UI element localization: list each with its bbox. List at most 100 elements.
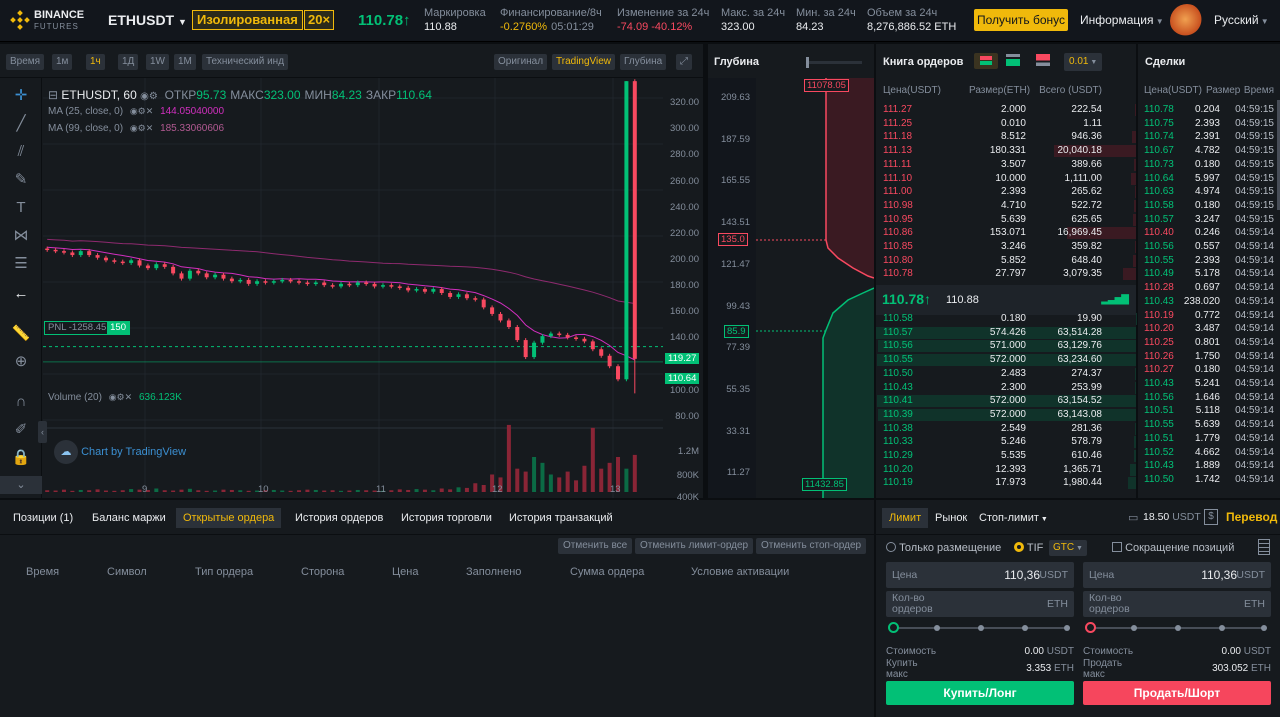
depth-zoom-slider[interactable] — [806, 57, 862, 68]
bid-row[interactable]: 110.33 5.246 578.79 — [876, 435, 1136, 449]
zoom-in-icon[interactable]: ⊕ — [14, 353, 28, 370]
tab-market[interactable]: Рынок — [935, 512, 968, 524]
ask-row[interactable]: 111.00 2.393 265.62 — [876, 185, 1136, 199]
slider-step[interactable] — [1175, 625, 1181, 631]
reduce-only-option[interactable]: Сокращение позиций — [1112, 542, 1234, 554]
cancel-order-button[interactable]: Отменить лимит-ордер — [635, 538, 754, 554]
tab-positions[interactable]: История торговли — [401, 512, 492, 524]
tif-option[interactable]: TIF — [1014, 542, 1043, 554]
ask-row[interactable]: 111.25 0.010 1.11 — [876, 117, 1136, 131]
buy-price-field[interactable]: Цена 110,36 USDT — [886, 562, 1074, 588]
ask-row[interactable]: 111.13 180.331 20,040.18 — [876, 144, 1136, 158]
bid-row[interactable]: 110.50 2.483 274.37 — [876, 367, 1136, 381]
tab-positions[interactable]: История ордеров — [295, 512, 384, 524]
cancel-order-button[interactable]: Отменить стоп-ордер — [756, 538, 867, 554]
fib-icon[interactable]: ☰ — [14, 255, 28, 272]
lock-icon[interactable]: 🔒 — [11, 449, 31, 466]
bid-row[interactable]: 110.38 2.549 281.36 — [876, 422, 1136, 436]
interval-button[interactable]: 1м — [52, 54, 73, 70]
sell-percent-slider[interactable] — [1085, 622, 1267, 633]
tab-limit[interactable]: Лимит — [882, 508, 929, 528]
ask-row[interactable]: 110.98 4.710 522.72 — [876, 199, 1136, 213]
slider-handle[interactable] — [1085, 622, 1096, 633]
trades-scrollbar[interactable] — [1277, 100, 1280, 210]
book-view-bids-icon[interactable] — [1006, 54, 1022, 68]
slider-step[interactable] — [1219, 625, 1225, 631]
lock-drawing-icon[interactable]: ✐ — [14, 421, 28, 438]
interval-button[interactable]: 1M — [174, 54, 196, 70]
ask-row[interactable]: 110.95 5.639 625.65 — [876, 213, 1136, 227]
slider-step[interactable] — [934, 625, 940, 631]
crosshair-icon[interactable]: ✛ — [14, 87, 28, 104]
bid-row[interactable]: 110.55 572.000 63,234.60 — [876, 353, 1136, 367]
fullscreen-icon[interactable]: ⤢ — [676, 54, 692, 70]
binance-logo-icon[interactable] — [10, 10, 30, 30]
leverage-button[interactable]: 20× — [304, 10, 335, 30]
interval-button[interactable]: Время — [6, 54, 45, 70]
ask-row[interactable]: 111.18 8.512 946.36 — [876, 130, 1136, 144]
collapse-legend-icon[interactable]: ⊟ — [48, 88, 59, 102]
avatar[interactable] — [1170, 4, 1204, 38]
slider-step[interactable] — [1131, 625, 1137, 631]
bid-row[interactable]: 110.29 5.535 610.46 — [876, 449, 1136, 463]
legend-action-icons[interactable]: ◉⚙ — [140, 91, 161, 102]
back-arrow-icon[interactable]: ← — [13, 285, 29, 302]
slider-step[interactable] — [1064, 625, 1070, 631]
ask-row[interactable]: 111.27 2.000 222.54 — [876, 103, 1136, 117]
book-view-asks-icon[interactable] — [1036, 54, 1052, 68]
margin-mode-button[interactable]: Изолированная — [192, 10, 303, 30]
pitchfork-icon[interactable]: ⫽ — [17, 143, 25, 160]
bid-row[interactable]: 110.57 574.426 63,514.28 — [876, 326, 1136, 340]
slider-step[interactable] — [1261, 625, 1267, 631]
ask-row[interactable]: 110.85 3.246 359.82 — [876, 240, 1136, 254]
slider-handle[interactable] — [888, 622, 899, 633]
buy-long-button[interactable]: Купить/Лонг — [886, 681, 1074, 705]
brush-icon[interactable]: ✎ — [14, 171, 28, 188]
transfer-button[interactable]: Перевод — [1226, 510, 1278, 524]
pnl-tag[interactable]: PNL -1258.45 150 — [44, 321, 130, 335]
ask-row[interactable]: 111.10 10.000 1,111.00 — [876, 172, 1136, 186]
slider-step[interactable] — [978, 625, 984, 631]
text-tool-icon[interactable]: T — [16, 199, 26, 216]
interval-button[interactable]: Технический инд — [202, 54, 289, 70]
ask-row[interactable]: 110.78 27.797 3,079.35 — [876, 267, 1136, 281]
trend-line-icon[interactable]: ╱ — [16, 115, 26, 132]
slider-handle[interactable] — [806, 57, 809, 68]
bid-row[interactable]: 110.41 572.000 63,154.52 — [876, 394, 1136, 408]
tif-select[interactable]: GTC ▼ — [1049, 540, 1087, 556]
tab-positions[interactable]: Позиции (1) — [13, 512, 74, 524]
ask-row[interactable]: 111.11 3.507 389.66 — [876, 158, 1136, 172]
interval-button[interactable]: 1W — [146, 54, 169, 70]
bid-row[interactable]: 110.19 17.973 1,980.44 — [876, 476, 1136, 490]
tab-positions[interactable]: История транзакций — [509, 512, 613, 524]
buy-percent-slider[interactable] — [888, 622, 1070, 633]
tab-positions[interactable]: Баланс маржи — [92, 512, 166, 524]
bid-row[interactable]: 110.56 571.000 63,129.76 — [876, 339, 1136, 353]
transfer-icon[interactable]: $ — [1204, 509, 1218, 525]
interval-button[interactable]: 1ч — [86, 54, 105, 70]
legend-action-icons[interactable]: ◉⚙✕ — [108, 392, 133, 402]
price-axis[interactable]: 320.00 300.00 280.00 260.00 240.00 220.00 200.… — [663, 78, 703, 525]
info-menu[interactable]: Информация ▼ — [1080, 13, 1164, 27]
view-button[interactable]: TradingView — [552, 54, 616, 70]
ask-row[interactable]: 110.86 153.071 16,969.45 — [876, 226, 1136, 240]
view-button[interactable]: Глубина — [620, 54, 667, 70]
slider-step[interactable] — [1022, 625, 1028, 631]
buy-qty-field[interactable]: Кол-во ордеров ETH — [886, 591, 1074, 617]
precision-select[interactable]: 0.01 ▼ — [1064, 53, 1103, 71]
tradingview-watermark[interactable]: ☁ Chart by TradingView — [54, 440, 186, 464]
book-view-both-icon[interactable] — [974, 53, 998, 69]
symbol-selector[interactable]: ETHUSDT ▼ — [108, 12, 187, 28]
sell-qty-field[interactable]: Кол-во ордеров ETH — [1083, 591, 1271, 617]
legend-action-icons[interactable]: ◉⚙✕ — [129, 123, 154, 133]
sell-short-button[interactable]: Продать/Шорт — [1083, 681, 1271, 705]
view-button[interactable]: Оригинал — [494, 54, 548, 70]
cancel-order-button[interactable]: Отменить все — [558, 538, 633, 554]
price-plot[interactable] — [43, 78, 663, 498]
sell-price-field[interactable]: Цена 110,36 USDT — [1083, 562, 1271, 588]
tab-positions[interactable]: Открытые ордера — [176, 508, 282, 528]
post-only-option[interactable]: Только размещение — [886, 542, 1001, 554]
sidebar-toggle-icon[interactable]: ‹ — [38, 421, 47, 443]
ask-row[interactable]: 110.80 5.852 648.40 — [876, 254, 1136, 268]
calculator-icon[interactable]: ▭ — [1128, 512, 1139, 524]
